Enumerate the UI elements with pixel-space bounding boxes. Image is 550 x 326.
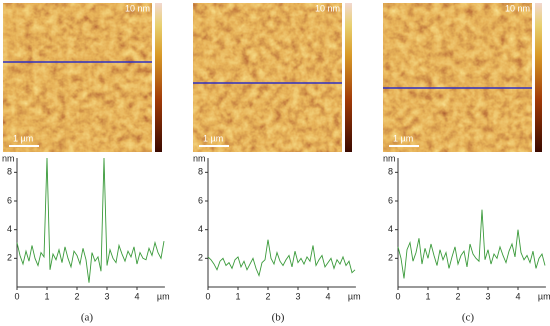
x-tick-label: 1: [235, 291, 240, 301]
color-bar: [155, 3, 162, 152]
y-tick-label: 6: [7, 195, 12, 205]
profile-line: [207, 239, 356, 277]
x-tick-label: 3: [104, 291, 109, 301]
y-unit: nm: [383, 153, 396, 163]
y-tick-label: 6: [388, 195, 393, 205]
color-bar-label: 10 nm: [125, 3, 150, 13]
y-tick-label: 4: [198, 224, 203, 234]
color-bar-label: 10 nm: [505, 3, 530, 13]
y-tick-label: 8: [198, 167, 203, 177]
caption: (a): [81, 312, 94, 324]
scale-bar-label: 1 µm: [203, 133, 223, 143]
x-unit: µm: [157, 291, 170, 301]
x-tick-label: 0: [205, 291, 210, 301]
x-unit: µm: [538, 291, 550, 301]
x-tick-label: 0: [395, 291, 400, 301]
scale-bar-label: 1 µm: [13, 133, 33, 143]
y-tick-label: 8: [7, 167, 12, 177]
color-bar: [535, 3, 542, 152]
profile-line: [16, 157, 165, 283]
x-tick-label: 0: [14, 291, 19, 301]
x-tick-label: 3: [295, 291, 300, 301]
profile-line: [397, 209, 546, 279]
y-unit: nm: [2, 153, 15, 163]
y-tick-label: 2: [198, 253, 203, 263]
x-tick-label: 2: [455, 291, 460, 301]
x-tick-label: 1: [425, 291, 430, 301]
y-tick-label: 8: [388, 167, 393, 177]
color-bar: [345, 3, 352, 152]
caption: (c): [462, 312, 475, 324]
x-unit: µm: [348, 291, 361, 301]
x-tick-label: 4: [515, 291, 520, 301]
color-bar-label: 10 nm: [315, 3, 340, 13]
x-tick-label: 2: [265, 291, 270, 301]
y-tick-label: 4: [7, 224, 12, 234]
y-tick-label: 2: [7, 253, 12, 263]
x-tick-label: 1: [44, 291, 49, 301]
x-tick-label: 3: [485, 291, 490, 301]
x-tick-label: 2: [74, 291, 79, 301]
caption: (b): [272, 312, 285, 324]
y-unit: nm: [193, 153, 206, 163]
afm-image: [3, 3, 152, 152]
y-tick-label: 4: [388, 224, 393, 234]
y-tick-label: 6: [198, 195, 203, 205]
afm-image: [383, 3, 532, 152]
scale-bar-label: 1 µm: [393, 133, 413, 143]
x-tick-label: 4: [325, 291, 330, 301]
afm-image: [193, 3, 342, 152]
x-tick-label: 4: [134, 291, 139, 301]
y-tick-label: 2: [388, 253, 393, 263]
